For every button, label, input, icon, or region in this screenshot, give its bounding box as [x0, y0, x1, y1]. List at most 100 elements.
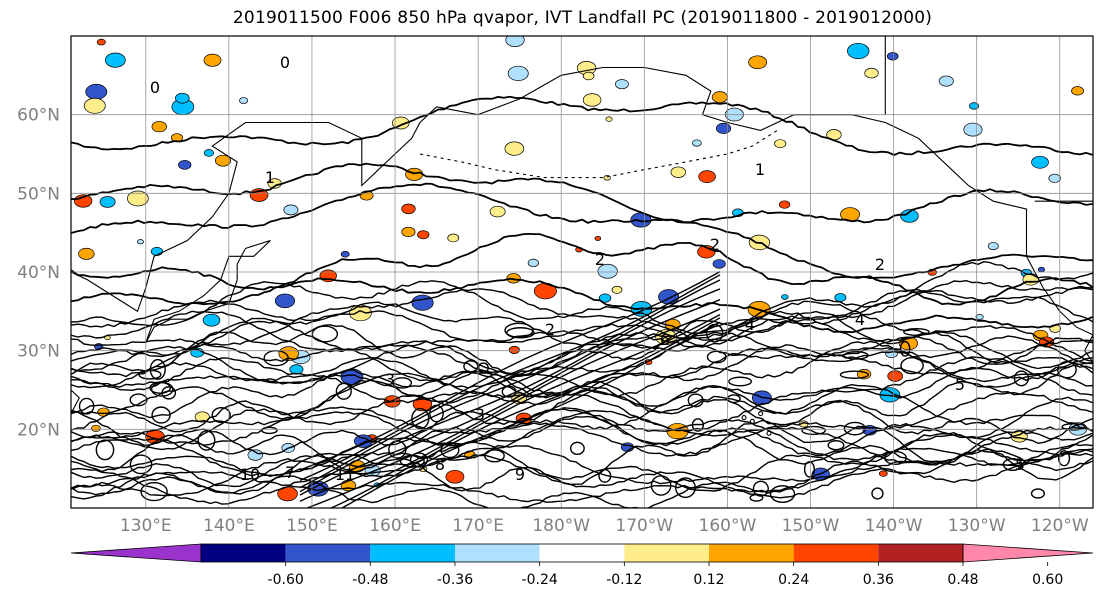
contour-loop	[839, 370, 870, 379]
shading-blob	[781, 294, 789, 300]
contour-line	[71, 362, 1093, 433]
contour-line	[71, 448, 1093, 503]
contour-line	[71, 448, 1093, 508]
contour-loop	[138, 369, 162, 380]
contour-loop	[705, 323, 724, 343]
contour-loop	[801, 425, 826, 436]
ivt-contours	[71, 95, 1093, 508]
contour-loop	[151, 406, 171, 424]
shading-blob	[969, 102, 980, 110]
shading-blob	[96, 38, 106, 46]
contour-line	[71, 419, 1093, 492]
shading-blob	[508, 345, 520, 354]
contour-loop	[211, 406, 231, 424]
shading-blob	[605, 116, 613, 122]
contour-label: 5	[1015, 455, 1025, 474]
contour-label: 3	[385, 370, 395, 389]
contour-loop	[843, 351, 869, 360]
contour-line	[71, 233, 1093, 306]
shading-blob	[99, 196, 116, 208]
shading-blob	[405, 167, 424, 181]
contour-loop	[884, 450, 907, 466]
shading-blob	[239, 97, 249, 104]
colorbar-segment	[370, 544, 455, 562]
colorbar-segment	[455, 544, 540, 562]
map-frame	[70, 35, 1094, 509]
contour-label: 2	[595, 250, 605, 269]
contour-label: 8	[435, 455, 445, 474]
shading-blob	[445, 469, 465, 484]
lon-label: 130°W	[948, 516, 1006, 536]
contour-loop	[728, 376, 753, 387]
contour-label: 10	[240, 465, 260, 484]
island-hawaii	[758, 411, 764, 417]
colorbar-tick-label: -0.12	[606, 572, 642, 588]
shading-blob	[289, 364, 304, 375]
shading-blob	[615, 79, 629, 90]
contour-loop	[1030, 488, 1046, 499]
contour-loop	[827, 440, 845, 451]
graticule	[71, 36, 1093, 508]
shading-blob	[887, 370, 904, 382]
contour-line	[71, 287, 1093, 349]
lat-label: 20°N	[17, 420, 60, 440]
colorbar-segment	[709, 544, 794, 562]
shading-blob	[886, 52, 899, 61]
shading-blob	[698, 170, 716, 183]
shading-blob	[864, 67, 879, 79]
shading-blob	[278, 346, 299, 362]
contour-loop	[501, 385, 517, 398]
shading-blob	[411, 294, 434, 311]
shading-blob	[151, 121, 167, 133]
shading-blob	[137, 239, 144, 245]
colorbar-segment	[539, 544, 625, 562]
contour-label: 1	[755, 160, 765, 179]
shading-blob	[778, 200, 791, 209]
shading-blob	[85, 83, 108, 100]
contour-line	[71, 443, 1093, 499]
shading-blob	[963, 122, 983, 137]
contour-loop	[674, 477, 696, 499]
coastline-baja	[1084, 334, 1093, 398]
contour-loop	[749, 493, 764, 502]
coastline-japan	[145, 239, 271, 344]
contour-loop	[843, 421, 867, 436]
contour-loop	[78, 397, 95, 415]
contour-label: 0	[280, 53, 290, 72]
contour-line	[299, 299, 721, 496]
contour-loop	[129, 393, 148, 407]
colorbar-extend-right	[962, 543, 1094, 563]
coastline-aleutians	[419, 129, 778, 179]
colorbar-segment	[793, 544, 879, 562]
contour-loop	[484, 449, 505, 463]
shading-blob	[392, 116, 410, 130]
shading-blob	[987, 242, 999, 251]
contour-line	[299, 270, 721, 471]
contour-loop	[197, 430, 216, 451]
contour-loop	[399, 454, 425, 468]
contour-label: 9	[515, 465, 525, 484]
colorbar-tick-label: 0.36	[863, 572, 894, 588]
contour-label: 2	[545, 320, 555, 339]
colorbar-frame	[200, 543, 964, 563]
contour-loop	[335, 382, 352, 400]
lat-label: 30°N	[17, 342, 60, 362]
shading-blob	[527, 258, 540, 268]
contour-loop	[411, 407, 430, 430]
colorbar-extend-left	[70, 543, 202, 563]
lat-label: 40°N	[17, 263, 60, 283]
shading-blob	[91, 424, 101, 432]
shading-blob	[202, 313, 221, 327]
colorbar-segment	[285, 544, 371, 562]
shading-blob	[340, 250, 350, 258]
contour-line	[71, 356, 1093, 439]
shading-blob	[127, 190, 149, 207]
shading-blob	[774, 139, 787, 149]
shading-blob	[715, 122, 732, 134]
island-hawaii	[741, 414, 747, 421]
colorbar-tick-label: 0.48	[947, 572, 978, 588]
shading-blob	[692, 139, 702, 147]
contour-loop	[706, 350, 727, 364]
